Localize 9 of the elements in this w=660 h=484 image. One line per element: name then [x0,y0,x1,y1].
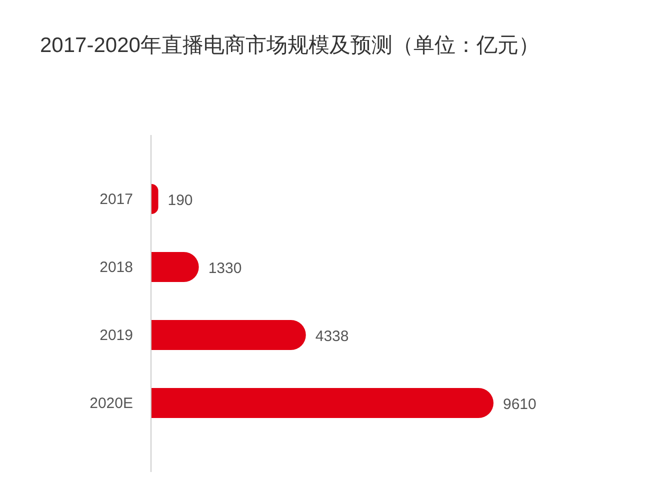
category-label: 2017 [100,191,133,208]
data-label: 190 [168,192,193,209]
category-label: 2019 [100,327,133,344]
data-label: 1330 [208,260,242,277]
data-label: 9610 [503,396,536,413]
category-label: 2020E [90,395,133,412]
category-label: 2018 [100,259,133,276]
title: 2017-2020年直播电商市场规模及预测（单位：亿元） [40,34,540,57]
data-label: 4338 [315,328,349,345]
